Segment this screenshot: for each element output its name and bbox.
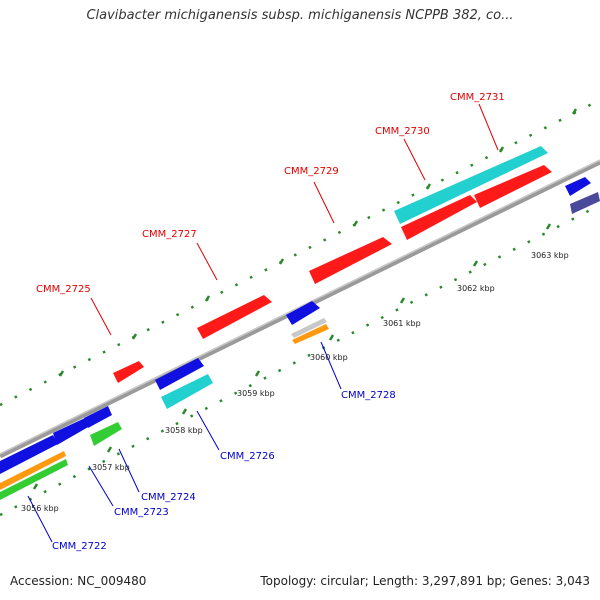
- lower-ruler-major-ticks: [32, 223, 552, 490]
- gene-CMM_2729[interactable]: [309, 237, 392, 284]
- label-leaders: [27, 103, 499, 543]
- kbp-label: 3060 kbp: [310, 353, 348, 362]
- gene-CMM_2726-blue[interactable]: [155, 358, 204, 390]
- map-title: Clavibacter michiganensis subsp. michiga…: [86, 8, 514, 23]
- gene-CMM_2722-orange[interactable]: [0, 451, 66, 490]
- gene-label[interactable]: CMM_2727: [142, 229, 197, 240]
- gene-cyan-top[interactable]: [394, 146, 548, 224]
- gene-CMM_2724-blue[interactable]: [84, 406, 112, 428]
- kbp-label: 3062 kbp: [457, 284, 495, 293]
- gene-CMM_2728-orange[interactable]: [292, 324, 329, 344]
- kbp-label: 3061 kbp: [383, 319, 421, 328]
- gene-label[interactable]: CMM_2724: [141, 492, 196, 503]
- gene-CMM_2730-a[interactable]: [401, 195, 477, 240]
- gene-label[interactable]: CMM_2726: [220, 451, 275, 462]
- lower-ruler: [0, 203, 600, 517]
- gene-CMM_2726-cyan[interactable]: [161, 374, 213, 409]
- gene-label[interactable]: CMM_2723: [114, 507, 169, 518]
- gene-label[interactable]: CMM_2731: [450, 92, 505, 103]
- kbp-label: 3058 kbp: [165, 426, 203, 435]
- kbp-label: 3056 kbp: [21, 504, 59, 513]
- gene-label[interactable]: CMM_2729: [284, 166, 339, 177]
- gene-CMM_2727[interactable]: [197, 295, 272, 339]
- gene-CMM_2728-blue[interactable]: [286, 301, 320, 325]
- upper-ruler-major-ticks: [58, 108, 578, 377]
- gene-label[interactable]: CMM_2725: [36, 284, 91, 295]
- kbp-label: 3057 kbp: [92, 463, 130, 472]
- gene-CMM_2723-blue[interactable]: [53, 418, 90, 445]
- gene-label[interactable]: CMM_2730: [375, 126, 430, 137]
- kbp-label: 3063 kbp: [531, 251, 569, 260]
- upper-ruler: [0, 98, 600, 407]
- accession-text: Accession: NC_009480: [10, 574, 147, 588]
- genome-stats-text: Topology: circular; Length: 3,297,891 bp…: [260, 574, 590, 588]
- gene-CMM_2725[interactable]: [113, 361, 144, 383]
- gene-label[interactable]: CMM_2722: [52, 541, 107, 552]
- gene-right-blue[interactable]: [565, 177, 591, 196]
- gene-CMM_2722-blue[interactable]: [0, 435, 58, 474]
- gene-CMM_2728-gray[interactable]: [291, 318, 327, 338]
- kbp-label: 3059 kbp: [237, 389, 275, 398]
- gene-label[interactable]: CMM_2728: [341, 390, 396, 401]
- gene-CMM_2730-b[interactable]: [474, 165, 552, 208]
- gene-right-navy[interactable]: [570, 192, 600, 214]
- gene-CMM_2722-green[interactable]: [0, 459, 68, 500]
- gene-CMM_2724-green[interactable]: [90, 422, 122, 446]
